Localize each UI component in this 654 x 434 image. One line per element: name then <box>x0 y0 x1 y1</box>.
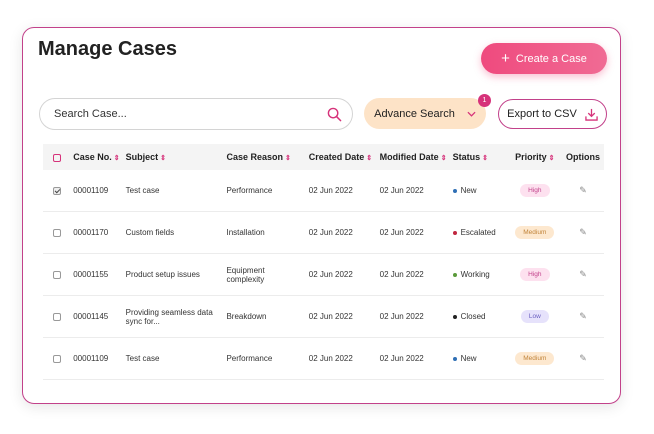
edit-icon[interactable]: ✎ <box>579 227 587 237</box>
table-row[interactable]: 00001145 Providing seamless data sync for… <box>43 295 604 338</box>
created-date-cell: 02 Jun 2022 <box>305 295 377 338</box>
row-checkbox[interactable] <box>52 312 61 321</box>
reason-cell: Equipment complexity <box>223 253 306 296</box>
chevron-down-icon <box>467 111 476 117</box>
priority-badge: Medium <box>515 352 555 365</box>
table-row[interactable]: 00001109 Test case Performance 02 Jun 20… <box>43 170 604 212</box>
reason-cell: Performance <box>223 170 306 212</box>
advance-search-badge: 1 <box>478 94 491 107</box>
table-header-row: Case No. ⇕ Subject ⇕ Case Reason ⇕ Created … <box>43 144 604 170</box>
manage-cases-card: Manage Cases + Create a Case Advance Sea… <box>22 27 621 404</box>
header-select <box>43 144 71 170</box>
page-title: Manage Cases <box>38 38 177 60</box>
header-priority[interactable]: Priority ⇕ <box>507 144 563 170</box>
subject-cell: Test case <box>122 337 224 380</box>
sort-icon: ⇕ <box>113 155 120 162</box>
created-date-cell: 02 Jun 2022 <box>305 170 377 212</box>
search-input[interactable] <box>52 107 327 121</box>
reason-cell: Breakdown <box>223 295 306 338</box>
modified-date-cell: 02 Jun 2022 <box>376 170 450 212</box>
subject-cell: Test case <box>122 170 224 212</box>
subject-cell: Product setup issues <box>122 253 224 296</box>
status-dot <box>452 188 457 193</box>
subject-cell: Custom fields <box>122 211 224 254</box>
table-row[interactable]: 00001155 Product setup issues Equipment … <box>43 253 604 296</box>
priority-badge: High <box>520 184 550 197</box>
table-row[interactable]: 00001109 Test case Performance 02 Jun 20… <box>43 337 604 380</box>
header-status[interactable]: Status ⇕ <box>449 144 508 170</box>
header-created-date[interactable]: Created Date ⇕ <box>305 144 377 170</box>
plus-icon: + <box>501 50 510 67</box>
case-no-cell: 00001155 <box>70 253 123 296</box>
priority-badge: Medium <box>515 226 555 239</box>
create-case-button[interactable]: + Create a Case <box>481 43 607 74</box>
edit-icon[interactable]: ✎ <box>579 185 587 195</box>
case-no-cell: 00001109 <box>70 170 123 212</box>
create-case-label: Create a Case <box>515 52 587 65</box>
advance-search-button[interactable]: Advance Search <box>364 98 486 129</box>
status-dot <box>452 272 457 277</box>
created-date-cell: 02 Jun 2022 <box>305 253 377 296</box>
edit-icon[interactable]: ✎ <box>579 269 587 279</box>
sort-icon: ⇕ <box>285 155 291 162</box>
subject-cell: Providing seamless data sync for... <box>122 295 224 338</box>
reason-cell: Installation <box>223 211 306 254</box>
status-cell: New <box>449 337 508 380</box>
status-cell: Closed <box>449 295 508 338</box>
priority-badge: High <box>520 268 550 281</box>
created-date-cell: 02 Jun 2022 <box>305 211 377 254</box>
modified-date-cell: 02 Jun 2022 <box>376 253 450 296</box>
search-icon[interactable] <box>327 107 342 122</box>
status-cell: Escalated <box>449 211 508 254</box>
sort-icon: ⇕ <box>366 155 373 162</box>
row-checkbox[interactable] <box>52 228 61 237</box>
case-no-cell: 00001170 <box>70 211 123 254</box>
priority-badge: Low <box>520 310 549 323</box>
header-subject[interactable]: Subject ⇕ <box>122 144 224 170</box>
status-dot <box>452 230 457 235</box>
status-dot <box>452 314 457 319</box>
modified-date-cell: 02 Jun 2022 <box>376 337 450 380</box>
created-date-cell: 02 Jun 2022 <box>305 337 377 380</box>
header-case-reason[interactable]: Case Reason ⇕ <box>223 144 306 170</box>
status-dot <box>452 356 457 361</box>
modified-date-cell: 02 Jun 2022 <box>376 295 450 338</box>
status-cell: New <box>449 170 508 212</box>
row-checkbox[interactable] <box>52 186 61 195</box>
edit-icon[interactable]: ✎ <box>579 311 587 321</box>
export-csv-button[interactable]: Export to CSV <box>498 99 607 129</box>
row-checkbox[interactable] <box>52 270 61 279</box>
select-all-checkbox[interactable] <box>52 153 61 162</box>
export-csv-label: Export to CSV <box>507 108 577 120</box>
sort-icon: ⇕ <box>548 155 555 162</box>
download-icon <box>585 108 598 121</box>
header-options: Options <box>562 144 604 170</box>
sort-icon: ⇕ <box>482 155 488 162</box>
case-no-cell: 00001109 <box>70 337 123 380</box>
advance-search-label: Advance Search <box>374 107 455 120</box>
sort-icon: ⇕ <box>160 155 167 162</box>
reason-cell: Performance <box>223 337 306 380</box>
case-no-cell: 00001145 <box>70 295 123 338</box>
header-case-no[interactable]: Case No. ⇕ <box>70 144 123 170</box>
row-checkbox[interactable] <box>52 354 61 363</box>
edit-icon[interactable]: ✎ <box>579 353 587 363</box>
sort-icon: ⇕ <box>440 155 447 162</box>
status-cell: Working <box>449 253 508 296</box>
header-modified-date[interactable]: Modified Date ⇕ <box>376 144 450 170</box>
search-box <box>39 98 353 130</box>
modified-date-cell: 02 Jun 2022 <box>376 211 450 254</box>
table-row[interactable]: 00001170 Custom fields Installation 02 J… <box>43 211 604 254</box>
cases-table: Case No. ⇕ Subject ⇕ Case Reason ⇕ Created … <box>43 144 604 380</box>
